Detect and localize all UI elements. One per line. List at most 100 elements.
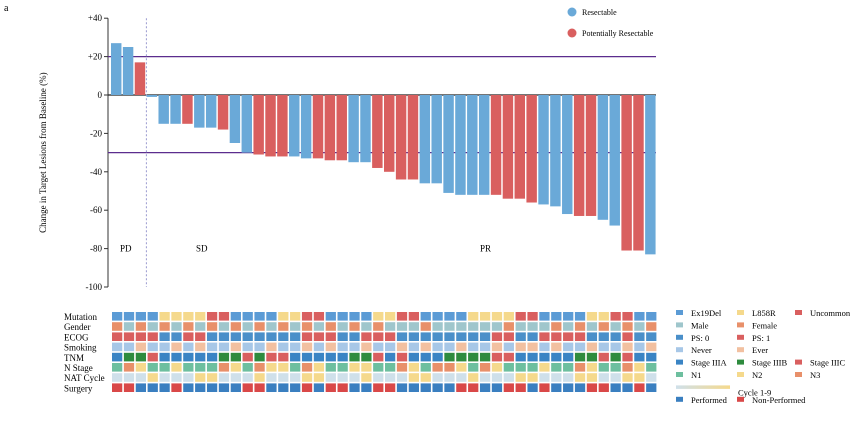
heatmap-cell [266,383,277,392]
legend-swatch [676,322,683,328]
heatmap-cell [254,352,265,362]
heatmap-cell [195,383,206,392]
heatmap-cell [551,342,562,352]
heatmap-cell [456,352,467,362]
heatmap-cell [408,363,420,372]
bar [443,95,454,193]
heatmap-cell [479,312,491,321]
heatmap-cell [266,312,277,321]
heatmap-cell [444,342,455,352]
bar [478,95,490,195]
heatmap-cell [290,332,301,341]
heatmap-cell [456,383,467,392]
heatmap-cell [349,352,360,362]
heatmap-cell [254,373,265,382]
heatmap-cell [171,342,182,352]
heatmap-cell [266,332,277,341]
heatmap-cell [206,383,218,392]
heatmap-cell [563,332,574,341]
heatmap-cell [610,322,621,331]
heatmap-cell [373,383,384,392]
heatmap-cell [349,332,360,341]
heatmap-cell [361,322,372,331]
bar [122,47,134,95]
heatmap-cell [242,352,253,362]
heatmap-cell [432,332,443,341]
bar [348,95,359,163]
heatmap-cell [242,383,253,392]
y-tick-label: -100 [86,282,103,292]
heatmap-cell [646,383,657,392]
heatmap-cell [468,322,479,331]
heatmap-cell [503,342,514,352]
heatmap-cell [183,332,194,341]
heatmap-cell [586,373,598,382]
heatmap-cell [349,363,360,372]
bar [467,95,478,195]
legend-swatch [795,310,802,315]
heatmap-cell [527,352,538,362]
heatmap-cell [646,322,657,331]
heatmap-row-label: NAT Cycle [64,373,105,383]
heatmap-cell [290,383,301,392]
heatmap-cell [195,363,206,372]
heatmap-cell [112,322,123,331]
heatmap-cell [456,322,467,331]
panel-label: a [4,3,9,14]
bar [645,95,656,255]
heatmap-cell [135,322,147,331]
heatmap-cell [230,322,241,331]
heatmap-cell [515,332,526,341]
heatmap-cell [361,363,372,372]
heatmap-cell [396,312,408,321]
heatmap-cell [444,312,455,321]
heatmap-cell [278,383,289,392]
heatmap-cell [349,342,360,352]
heatmap-cell [183,383,194,392]
heatmap-cell [610,373,621,382]
heatmap-cell [218,373,230,382]
heatmap-cell [206,312,218,321]
heatmap-cell [254,342,265,352]
heatmap-cell [432,342,443,352]
heatmap-cell [325,363,336,372]
heatmap-cell [503,383,514,392]
heatmap-cell [385,363,396,372]
heatmap-cell [574,363,586,372]
heatmap-cell [396,352,408,362]
heatmap-cell [420,352,431,362]
heatmap-cell [147,352,158,362]
heatmap-cell [610,383,621,392]
heatmap-cell [147,383,158,392]
heatmap-cell [242,312,253,321]
heatmap-cell [242,332,253,341]
heatmap-cell [278,373,289,382]
legend-swatch [795,359,802,365]
heatmap-cell [112,383,123,392]
heatmap-cell [206,342,218,352]
heatmap-cell [123,383,135,392]
heatmap-cell [468,373,479,382]
legend-swatch [737,347,744,353]
legend-swatch [676,334,683,340]
heatmap-cell [515,363,526,372]
bar [336,95,347,161]
heatmap-cell [444,373,455,382]
bar [407,95,419,180]
heatmap-cell [551,332,562,341]
heatmap-cell [159,342,170,352]
heatmap-cell [313,383,325,392]
heatmap-cell [159,322,170,331]
heatmap-cell [242,322,253,331]
legend-label: Female [752,320,777,330]
heatmap-cell [301,312,313,321]
legend-swatch [676,347,683,353]
heatmap-cell [539,342,550,352]
heatmap-cell [432,312,443,321]
heatmap-cell [515,342,526,352]
heatmap-cell [313,363,325,372]
heatmap-cell [301,383,313,392]
heatmap-cell [444,363,455,372]
heatmap-cell [373,312,384,321]
bar [573,95,585,216]
